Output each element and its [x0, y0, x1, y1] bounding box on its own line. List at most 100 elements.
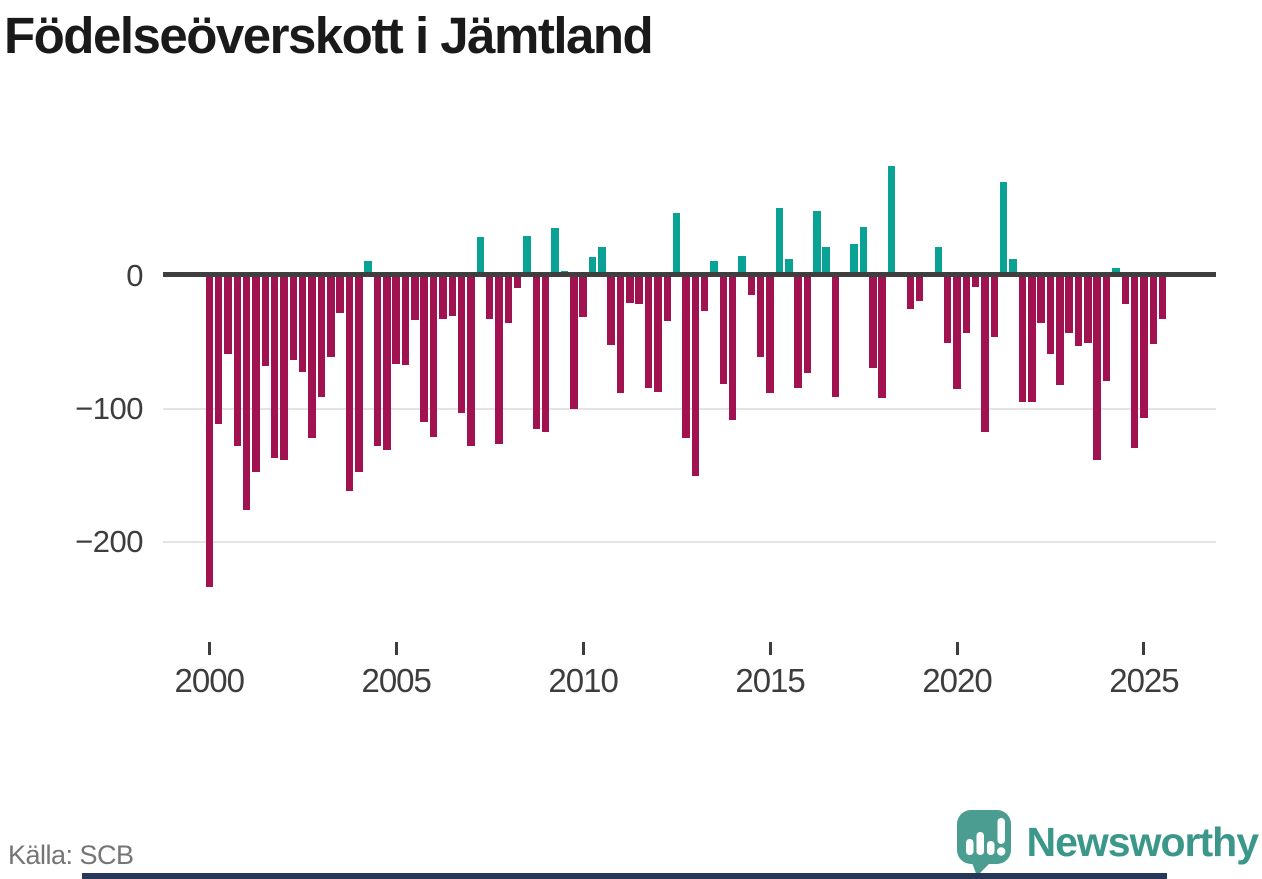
bar-2007-Q3 — [485, 276, 494, 319]
bar-2015-Q3 — [785, 258, 793, 276]
bar-2019-Q3 — [934, 246, 943, 276]
bar-2004-Q3 — [373, 276, 382, 447]
x-axis-tick-mark — [207, 642, 211, 655]
x-axis-tick-label: 2020 — [922, 662, 992, 699]
bar-2006-Q1 — [429, 276, 438, 437]
bar-2017-Q4 — [869, 276, 877, 368]
bar-2012-Q3 — [672, 213, 681, 276]
bar-2017-Q2 — [850, 244, 858, 276]
bar-2011-Q4 — [644, 276, 653, 388]
bar-2020-Q1 — [953, 276, 961, 390]
bar-2009-Q1 — [541, 276, 550, 432]
bar-2025-Q1 — [1140, 276, 1148, 419]
bar-2014-Q1 — [728, 276, 737, 420]
bar-2017-Q3 — [859, 226, 868, 276]
chart-title: Födelseöverskott i Jämtland — [4, 7, 654, 64]
bar-2025-Q2 — [1149, 276, 1158, 344]
bar-2010-Q2 — [588, 257, 597, 276]
bar-2009-Q4 — [570, 276, 578, 409]
bar-2005-Q3 — [411, 276, 419, 320]
y-axis-tick-label: −200 — [75, 524, 143, 559]
bar-2024-Q3 — [1121, 276, 1129, 304]
x-axis-tick-label: 2000 — [174, 662, 245, 699]
bar-2007-Q4 — [495, 276, 503, 444]
bar-2021-Q2 — [999, 181, 1008, 276]
x-axis-tick-mark — [394, 642, 398, 655]
bottom-accent-strip — [82, 873, 1167, 879]
bar-2004-Q1 — [355, 276, 363, 472]
bar-2019-Q4 — [943, 276, 952, 343]
bar-2004-Q4 — [383, 276, 391, 451]
bar-2000-Q1 — [205, 276, 213, 588]
y-axis-tick-label: 0 — [126, 258, 143, 293]
bar-2010-Q4 — [607, 276, 615, 346]
x-axis-tick-mark — [768, 642, 772, 655]
gridline — [163, 541, 1216, 543]
bar-2014-Q4 — [756, 276, 765, 358]
bar-2018-Q2 — [887, 165, 896, 276]
bar-2008-Q1 — [504, 276, 513, 323]
x-axis-tick-label: 2015 — [735, 662, 805, 699]
bar-2001-Q4 — [270, 276, 279, 459]
bar-2008-Q4 — [532, 276, 541, 429]
bar-2021-Q1 — [990, 276, 999, 338]
bar-2020-Q2 — [962, 276, 971, 334]
bar-2015-Q2 — [775, 208, 784, 276]
bar-2002-Q2 — [289, 276, 298, 360]
bar-2009-Q2 — [551, 228, 559, 276]
bar-2020-Q4 — [981, 276, 989, 432]
bar-2005-Q2 — [401, 276, 410, 366]
bar-2018-Q1 — [878, 276, 886, 399]
bar-2022-Q3 — [1046, 276, 1055, 355]
bar-2008-Q3 — [523, 236, 531, 276]
bar-2018-Q4 — [906, 276, 915, 310]
bar-2014-Q3 — [747, 276, 756, 295]
bar-2011-Q3 — [635, 276, 643, 304]
bar-2024-Q1 — [1102, 276, 1111, 382]
bar-2002-Q3 — [298, 276, 307, 372]
bar-2011-Q2 — [626, 276, 634, 303]
bar-2016-Q4 — [831, 276, 840, 398]
bar-2023-Q3 — [1084, 276, 1092, 343]
bar-2005-Q4 — [420, 276, 428, 423]
bar-2024-Q4 — [1130, 276, 1139, 448]
bar-2012-Q1 — [654, 276, 662, 392]
bar-2001-Q1 — [242, 276, 251, 511]
newsworthy-logo-text: Newsworthy — [1026, 818, 1259, 865]
x-axis-tick-label: 2005 — [361, 662, 431, 699]
bar-2003-Q1 — [317, 276, 326, 398]
x-axis-tick-label: 2025 — [1109, 662, 1179, 699]
bar-2023-Q4 — [1093, 276, 1101, 460]
bar-2001-Q3 — [261, 276, 270, 367]
bar-2016-Q1 — [803, 276, 812, 374]
bar-2020-Q3 — [971, 276, 980, 287]
bar-2022-Q1 — [1028, 276, 1036, 403]
bar-2013-Q2 — [700, 276, 709, 311]
bar-2002-Q4 — [308, 276, 316, 439]
bar-2002-Q1 — [280, 276, 288, 460]
bar-2006-Q3 — [448, 276, 457, 316]
bar-2006-Q2 — [439, 276, 447, 319]
bar-2000-Q3 — [224, 276, 232, 355]
bar-2012-Q2 — [663, 276, 671, 322]
bar-2011-Q1 — [616, 276, 625, 394]
newsworthy-brand: Newsworthy — [955, 808, 1259, 876]
bar-2007-Q2 — [476, 237, 485, 276]
bar-2016-Q2 — [813, 210, 821, 276]
x-axis-tick-mark — [581, 642, 585, 655]
bar-2012-Q4 — [682, 276, 690, 439]
newsworthy-logo-icon — [956, 810, 1011, 876]
bar-2023-Q1 — [1065, 276, 1073, 334]
zero-axis-line — [163, 272, 1216, 277]
bar-2021-Q4 — [1018, 276, 1027, 403]
bar-2025-Q3 — [1158, 276, 1167, 319]
x-axis-tick-mark — [1142, 642, 1146, 655]
source-caption: Källa: SCB — [8, 840, 134, 870]
bar-2014-Q2 — [738, 256, 746, 276]
bar-2015-Q1 — [766, 276, 774, 394]
bar-2003-Q4 — [345, 276, 354, 492]
bar-2019-Q1 — [915, 276, 924, 302]
bar-2023-Q2 — [1074, 276, 1083, 347]
